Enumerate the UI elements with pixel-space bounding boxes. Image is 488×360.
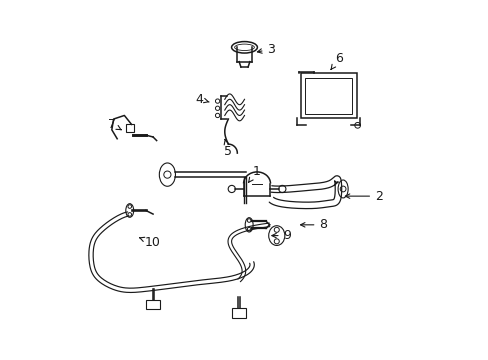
Text: 3: 3 xyxy=(257,42,275,55)
Text: 8: 8 xyxy=(300,218,327,231)
Bar xyxy=(301,73,356,118)
Text: 9: 9 xyxy=(271,229,291,242)
Text: 7: 7 xyxy=(107,118,121,131)
Text: 5: 5 xyxy=(224,139,232,158)
Ellipse shape xyxy=(231,41,257,53)
Text: 10: 10 xyxy=(139,236,161,249)
Text: 6: 6 xyxy=(330,51,343,69)
Text: 4: 4 xyxy=(195,93,209,106)
Text: 2: 2 xyxy=(345,190,382,203)
Bar xyxy=(126,125,134,132)
Text: 1: 1 xyxy=(248,165,261,183)
Bar xyxy=(305,78,351,114)
Bar xyxy=(145,300,159,309)
Bar xyxy=(231,308,246,318)
